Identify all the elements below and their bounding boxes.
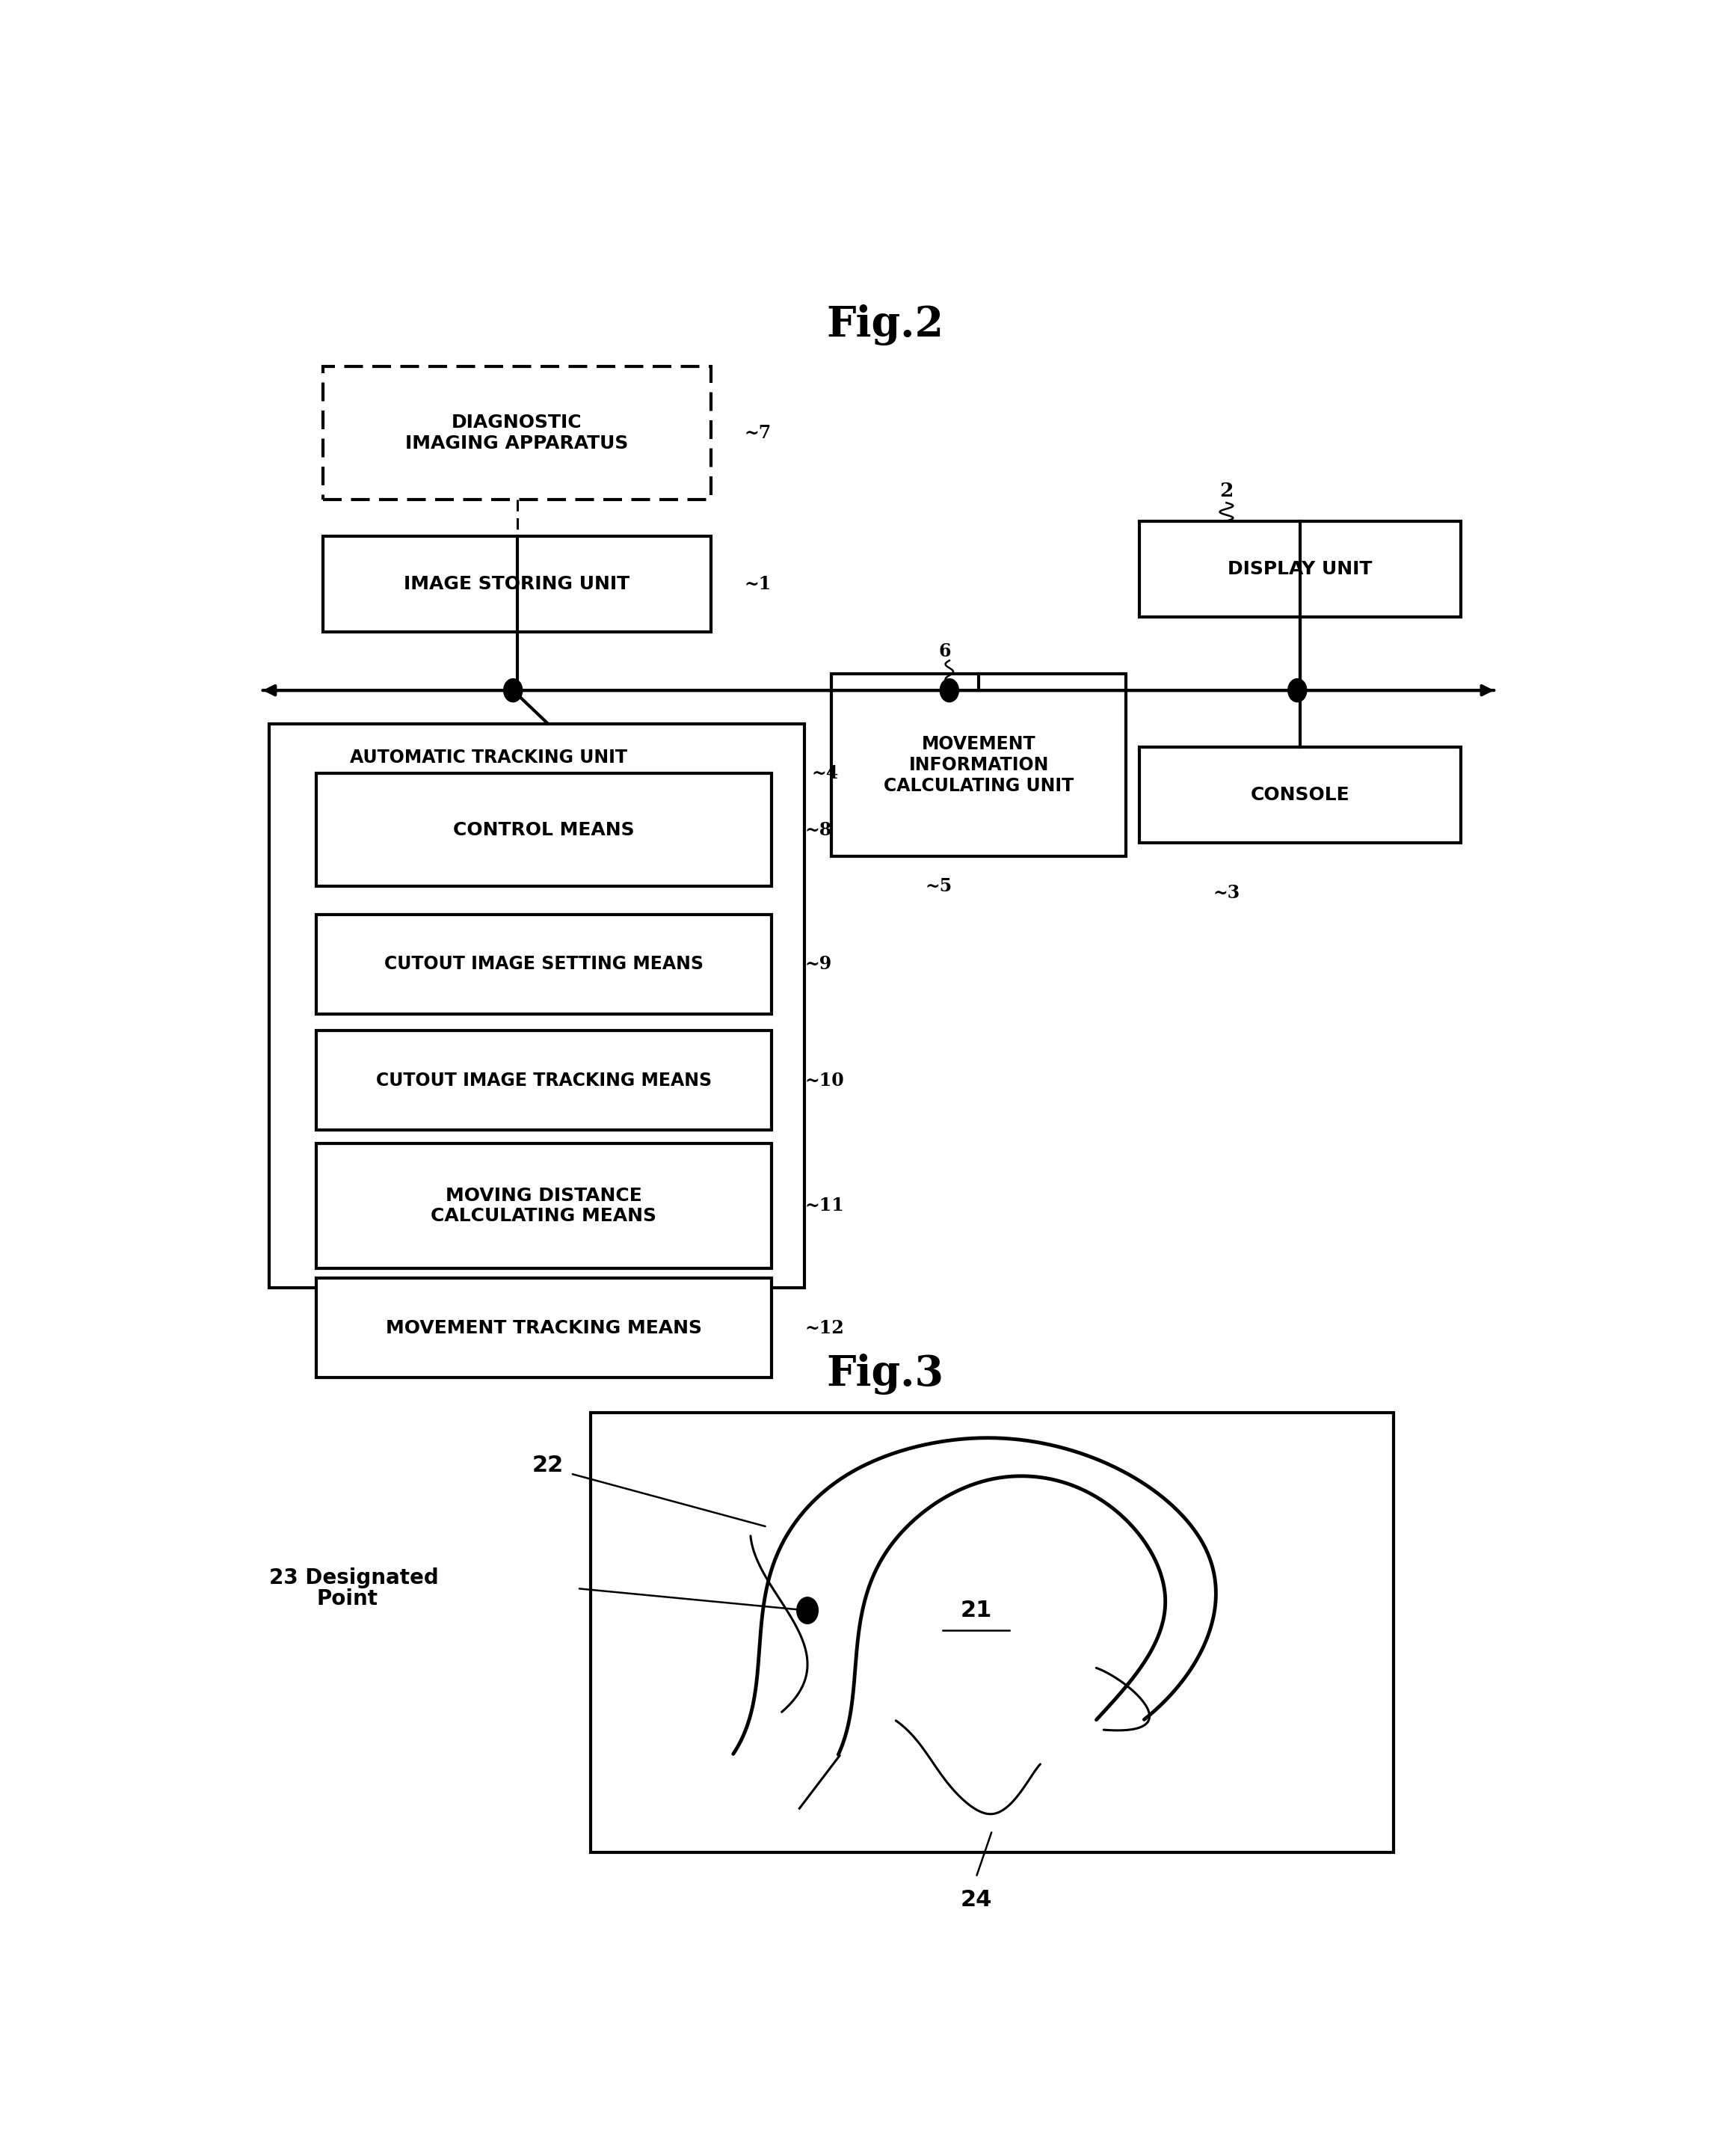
FancyBboxPatch shape [323,537,712,632]
Text: IMAGE STORING UNIT: IMAGE STORING UNIT [404,576,630,593]
Text: DIAGNOSTIC
IMAGING APPARATUS: DIAGNOSTIC IMAGING APPARATUS [406,414,629,453]
FancyBboxPatch shape [316,1143,772,1268]
FancyBboxPatch shape [269,724,805,1287]
FancyBboxPatch shape [1140,746,1461,843]
FancyBboxPatch shape [316,774,772,886]
Text: Point: Point [316,1589,378,1608]
Text: CUTOUT IMAGE TRACKING MEANS: CUTOUT IMAGE TRACKING MEANS [376,1072,712,1089]
Text: ~10: ~10 [805,1072,845,1089]
Text: ~8: ~8 [805,821,832,839]
Text: ~1: ~1 [744,576,772,593]
Text: CONTROL MEANS: CONTROL MEANS [452,821,634,839]
Text: MOVEMENT
INFORMATION
CALCULATING UNIT: MOVEMENT INFORMATION CALCULATING UNIT [884,735,1074,796]
FancyBboxPatch shape [316,1031,772,1130]
FancyBboxPatch shape [316,1279,772,1378]
Text: MOVEMENT TRACKING MEANS: MOVEMENT TRACKING MEANS [385,1319,701,1337]
Text: CONSOLE: CONSOLE [1250,787,1349,804]
Text: 23 Designated: 23 Designated [269,1567,439,1589]
FancyBboxPatch shape [316,914,772,1013]
Text: 2: 2 [1219,481,1233,500]
Circle shape [939,679,958,703]
Circle shape [1288,679,1307,703]
Text: MOVING DISTANCE
CALCULATING MEANS: MOVING DISTANCE CALCULATING MEANS [432,1186,656,1225]
Text: ~3: ~3 [1212,884,1240,901]
FancyBboxPatch shape [591,1412,1394,1852]
Text: ~4: ~4 [812,765,839,783]
FancyBboxPatch shape [323,367,712,500]
Text: CUTOUT IMAGE SETTING MEANS: CUTOUT IMAGE SETTING MEANS [383,955,703,972]
Text: Fig.2: Fig.2 [826,304,945,345]
Text: ~9: ~9 [805,955,832,972]
Text: 24: 24 [960,1889,991,1910]
Circle shape [504,679,522,703]
Text: AUTOMATIC TRACKING UNIT: AUTOMATIC TRACKING UNIT [349,748,627,765]
Text: 21: 21 [960,1600,991,1621]
FancyBboxPatch shape [831,675,1126,856]
Text: Fig.3: Fig.3 [827,1354,943,1395]
Text: ~7: ~7 [744,425,772,442]
Circle shape [796,1598,819,1623]
Text: 6: 6 [939,642,952,660]
Text: ~11: ~11 [805,1197,845,1214]
Text: ~12: ~12 [805,1319,845,1337]
Text: 22: 22 [532,1455,563,1477]
Text: DISPLAY UNIT: DISPLAY UNIT [1228,561,1373,578]
FancyBboxPatch shape [1140,522,1461,617]
Text: ~5: ~5 [926,877,952,895]
